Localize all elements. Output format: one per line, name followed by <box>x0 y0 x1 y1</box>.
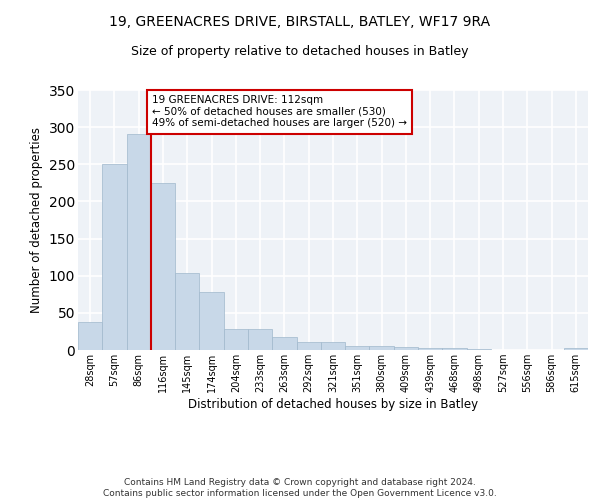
Bar <box>127 134 151 350</box>
Bar <box>394 347 418 350</box>
Bar <box>418 348 442 350</box>
Bar <box>321 342 345 350</box>
Bar <box>175 274 199 350</box>
Text: Contains HM Land Registry data © Crown copyright and database right 2024.
Contai: Contains HM Land Registry data © Crown c… <box>103 478 497 498</box>
Bar <box>224 329 248 350</box>
Bar <box>272 338 296 350</box>
Bar <box>102 164 127 350</box>
Bar <box>199 292 224 350</box>
Text: Size of property relative to detached houses in Batley: Size of property relative to detached ho… <box>131 45 469 58</box>
Bar <box>564 348 588 350</box>
Bar <box>467 348 491 350</box>
Text: 19, GREENACRES DRIVE, BIRSTALL, BATLEY, WF17 9RA: 19, GREENACRES DRIVE, BIRSTALL, BATLEY, … <box>109 15 491 29</box>
X-axis label: Distribution of detached houses by size in Batley: Distribution of detached houses by size … <box>188 398 478 411</box>
Bar <box>248 329 272 350</box>
Bar <box>442 348 467 350</box>
Y-axis label: Number of detached properties: Number of detached properties <box>30 127 43 313</box>
Bar <box>345 346 370 350</box>
Bar <box>370 346 394 350</box>
Text: 19 GREENACRES DRIVE: 112sqm
← 50% of detached houses are smaller (530)
49% of se: 19 GREENACRES DRIVE: 112sqm ← 50% of det… <box>152 95 407 128</box>
Bar <box>296 342 321 350</box>
Bar <box>78 322 102 350</box>
Bar <box>151 183 175 350</box>
